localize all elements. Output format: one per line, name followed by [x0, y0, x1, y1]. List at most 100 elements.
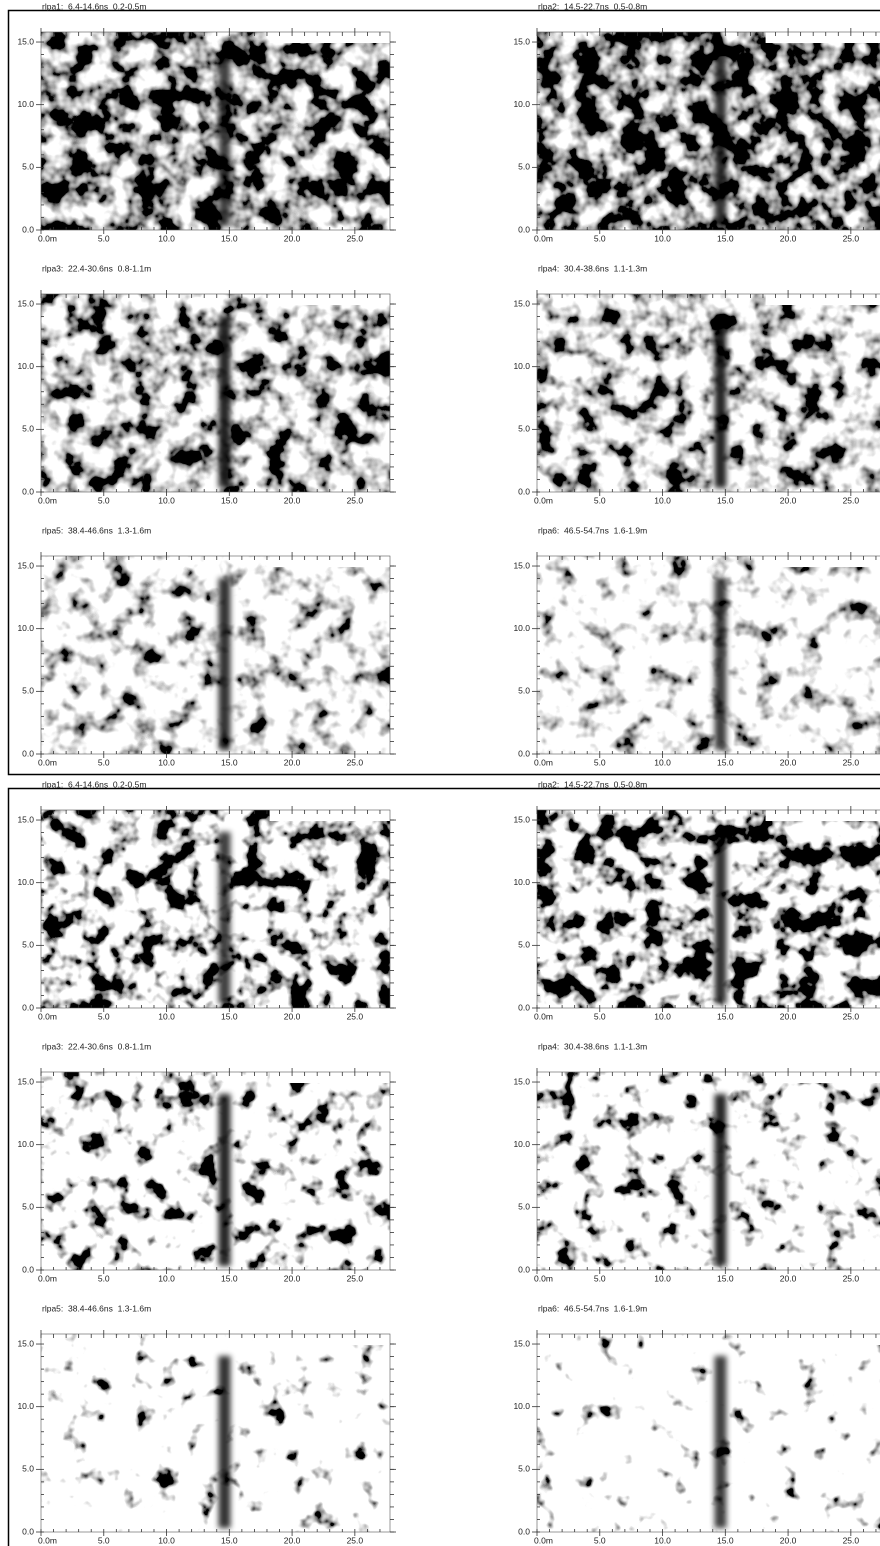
- x-tick-label: 20.0: [284, 1273, 301, 1283]
- x-tick-label: 20.0: [284, 233, 301, 243]
- panel-title: rlpa6: 46.5-54.7ns 1.6-1.9m: [538, 525, 647, 535]
- y-tick-label: 10.0: [17, 1139, 34, 1149]
- wall-feature: [715, 578, 727, 750]
- wall-feature: [715, 1356, 727, 1528]
- x-tick-label: 15.0: [717, 233, 734, 243]
- x-tick-label: 0.0m: [38, 233, 57, 243]
- x-tick-label: 5.0: [594, 1273, 606, 1283]
- y-tick-label: 10.0: [513, 1401, 530, 1411]
- x-tick-label: 20.0: [284, 1011, 301, 1021]
- y-tick-label: 15.0: [17, 814, 34, 824]
- x-tick-label: 25.0: [843, 1011, 860, 1021]
- panel-title: rlpa6: 46.5-54.7ns 1.6-1.9m: [538, 1303, 647, 1313]
- wall-feature: [715, 832, 727, 1004]
- y-tick-label: 10.0: [513, 877, 530, 887]
- y-tick-label: 10.0: [513, 1139, 530, 1149]
- x-tick-label: 10.0: [654, 1273, 671, 1283]
- x-tick-label: 10.0: [158, 495, 175, 505]
- y-tick-label: 15.0: [17, 1076, 34, 1086]
- x-tick-label: 0.0m: [534, 1273, 553, 1283]
- panel-title: rlpa1: 6.4-14.6ns 0.2-0.5m: [42, 779, 146, 789]
- x-tick-label: 0.0m: [38, 757, 57, 767]
- x-tick-label: 15.0: [717, 1273, 734, 1283]
- x-tick-label: 15.0: [221, 233, 238, 243]
- x-tick-label: 0.0m: [534, 495, 553, 505]
- x-tick-label: 0.0m: [534, 757, 553, 767]
- x-tick-label: 20.0: [284, 757, 301, 767]
- y-tick-label: 15.0: [17, 36, 34, 46]
- heatmap-image: [537, 294, 880, 492]
- x-tick-label: 5.0: [594, 757, 606, 767]
- heatmap-image: [41, 1334, 390, 1532]
- panel-title: rlpa5: 38.4-46.6ns 1.3-1.6m: [42, 1303, 151, 1313]
- x-tick-label: 25.0: [347, 233, 364, 243]
- y-tick-label: 10.0: [17, 623, 34, 633]
- x-tick-label: 0.0m: [38, 1273, 57, 1283]
- x-tick-label: 0.0m: [38, 1535, 57, 1545]
- x-tick-label: 20.0: [780, 495, 797, 505]
- y-tick-label: 10.0: [513, 361, 530, 371]
- y-tick-label: 0.0: [518, 224, 530, 234]
- x-tick-label: 25.0: [347, 495, 364, 505]
- y-tick-label: 0.0: [518, 1526, 530, 1536]
- panel-title: rlpa2: 14.5-22.7ns 0.5-0.8m: [538, 1, 647, 11]
- x-tick-label: 15.0: [221, 1273, 238, 1283]
- y-tick-label: 5.0: [22, 162, 34, 172]
- x-tick-label: 5.0: [98, 1011, 110, 1021]
- y-tick-label: 10.0: [513, 623, 530, 633]
- x-tick-label: 15.0: [717, 1535, 734, 1545]
- y-tick-label: 15.0: [513, 1076, 530, 1086]
- y-tick-label: 15.0: [513, 560, 530, 570]
- y-tick-label: 10.0: [17, 99, 34, 109]
- y-tick-label: 15.0: [17, 560, 34, 570]
- wall-feature: [219, 1094, 231, 1266]
- wall-feature: [715, 316, 727, 488]
- y-tick-label: 0.0: [518, 486, 530, 496]
- y-tick-label: 10.0: [17, 361, 34, 371]
- y-tick-label: 5.0: [22, 940, 34, 950]
- x-tick-label: 25.0: [347, 1273, 364, 1283]
- y-tick-label: 5.0: [518, 940, 530, 950]
- wall-feature: [715, 1094, 727, 1266]
- y-tick-label: 0.0: [22, 1002, 34, 1012]
- x-tick-label: 10.0: [158, 1273, 175, 1283]
- y-tick-label: 10.0: [17, 877, 34, 887]
- panel-title: rlpa4: 30.4-38.6ns 1.1-1.3m: [538, 263, 647, 273]
- x-tick-label: 5.0: [98, 757, 110, 767]
- figure: rlpa1: 6.4-14.6ns 0.2-0.5m 0.0m 5.0 10.0 15.…: [0, 0, 880, 1546]
- y-tick-label: 5.0: [518, 1202, 530, 1212]
- x-tick-label: 20.0: [284, 1535, 301, 1545]
- y-tick-label: 0.0: [22, 224, 34, 234]
- y-tick-label: 15.0: [513, 1338, 530, 1348]
- x-tick-label: 25.0: [843, 495, 860, 505]
- y-tick-label: 0.0: [22, 486, 34, 496]
- x-tick-label: 20.0: [284, 495, 301, 505]
- x-tick-label: 15.0: [717, 757, 734, 767]
- x-tick-label: 10.0: [654, 495, 671, 505]
- panel-title: rlpa4: 30.4-38.6ns 1.1-1.3m: [538, 1041, 647, 1051]
- x-tick-label: 10.0: [158, 1011, 175, 1021]
- x-tick-label: 10.0: [654, 233, 671, 243]
- x-tick-label: 25.0: [843, 1535, 860, 1545]
- y-tick-label: 10.0: [17, 1401, 34, 1411]
- wall-feature: [219, 54, 231, 226]
- x-tick-label: 5.0: [98, 1535, 110, 1545]
- heatmap-image: [41, 294, 390, 492]
- x-tick-label: 0.0m: [534, 1535, 553, 1545]
- x-tick-label: 15.0: [221, 757, 238, 767]
- y-tick-label: 5.0: [518, 162, 530, 172]
- x-tick-label: 10.0: [158, 233, 175, 243]
- heatmap-image: [41, 810, 390, 1008]
- y-tick-label: 5.0: [518, 686, 530, 696]
- x-tick-label: 25.0: [843, 757, 860, 767]
- y-tick-label: 15.0: [17, 298, 34, 308]
- x-tick-label: 0.0m: [38, 495, 57, 505]
- x-tick-label: 5.0: [98, 1273, 110, 1283]
- wall-feature: [219, 832, 231, 1004]
- y-tick-label: 15.0: [17, 1338, 34, 1348]
- y-tick-label: 0.0: [518, 1002, 530, 1012]
- heatmap-image: [537, 1072, 880, 1270]
- x-tick-label: 20.0: [780, 233, 797, 243]
- x-tick-label: 10.0: [654, 1011, 671, 1021]
- heatmap-image: [537, 1334, 880, 1532]
